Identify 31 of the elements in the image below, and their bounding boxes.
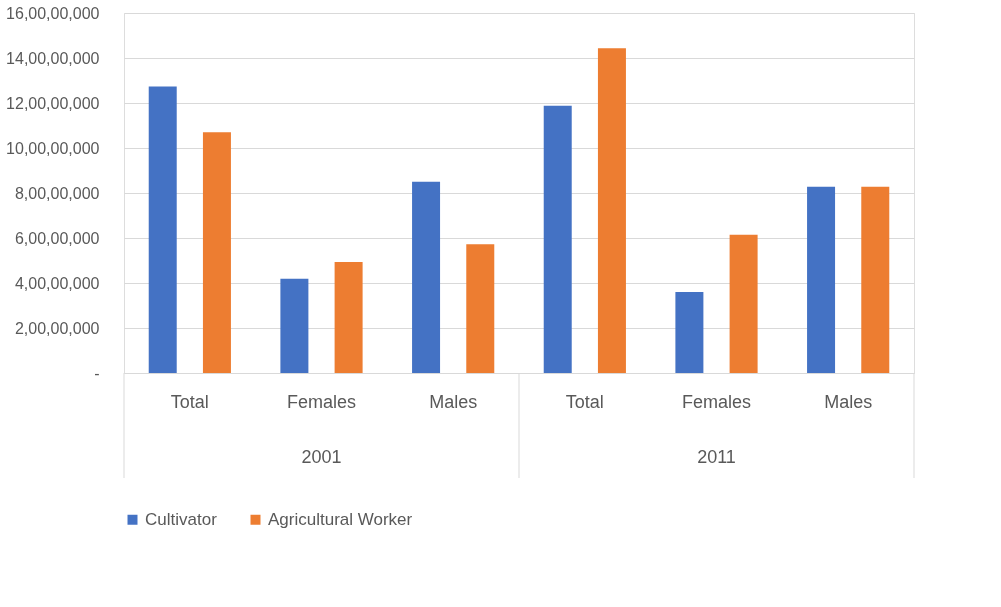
- legend-label: Cultivator: [145, 509, 218, 529]
- bar: [280, 278, 309, 373]
- x-tick-label: Total: [565, 391, 604, 412]
- y-tick-label: 4,00,00,000: [14, 274, 100, 292]
- bar: [597, 48, 626, 373]
- bar: [202, 132, 231, 373]
- bar: [466, 244, 495, 373]
- y-tick-label: 2,00,00,000: [14, 319, 100, 337]
- x-tick-label: Males: [824, 391, 873, 412]
- y-tick-label: 12,00,00,000: [6, 94, 100, 112]
- bar: [543, 105, 572, 373]
- bar: [148, 86, 177, 373]
- y-tick-label: 14,00,00,000: [6, 49, 100, 67]
- y-tick-label: -: [94, 364, 100, 382]
- x-tick-label: Males: [429, 391, 478, 412]
- y-tick-label: 8,00,00,000: [14, 184, 100, 202]
- x-tick-label: Females: [681, 391, 752, 412]
- x-tick-label: Total: [170, 391, 209, 412]
- bar: [861, 186, 890, 373]
- bar: [412, 181, 441, 373]
- x-tick-label: Females: [286, 391, 357, 412]
- y-tick-label: 6,00,00,000: [14, 229, 100, 247]
- legend-label: Agricultural Worker: [268, 509, 413, 529]
- bar: [807, 186, 836, 373]
- bar: [675, 292, 704, 373]
- bar: [729, 234, 758, 373]
- bar: [334, 262, 363, 373]
- y-tick-label: 16,00,00,000: [6, 4, 100, 22]
- text: 2011: [697, 447, 736, 467]
- text: 2001: [301, 447, 342, 467]
- y-tick-label: 10,00,00,000: [6, 139, 100, 157]
